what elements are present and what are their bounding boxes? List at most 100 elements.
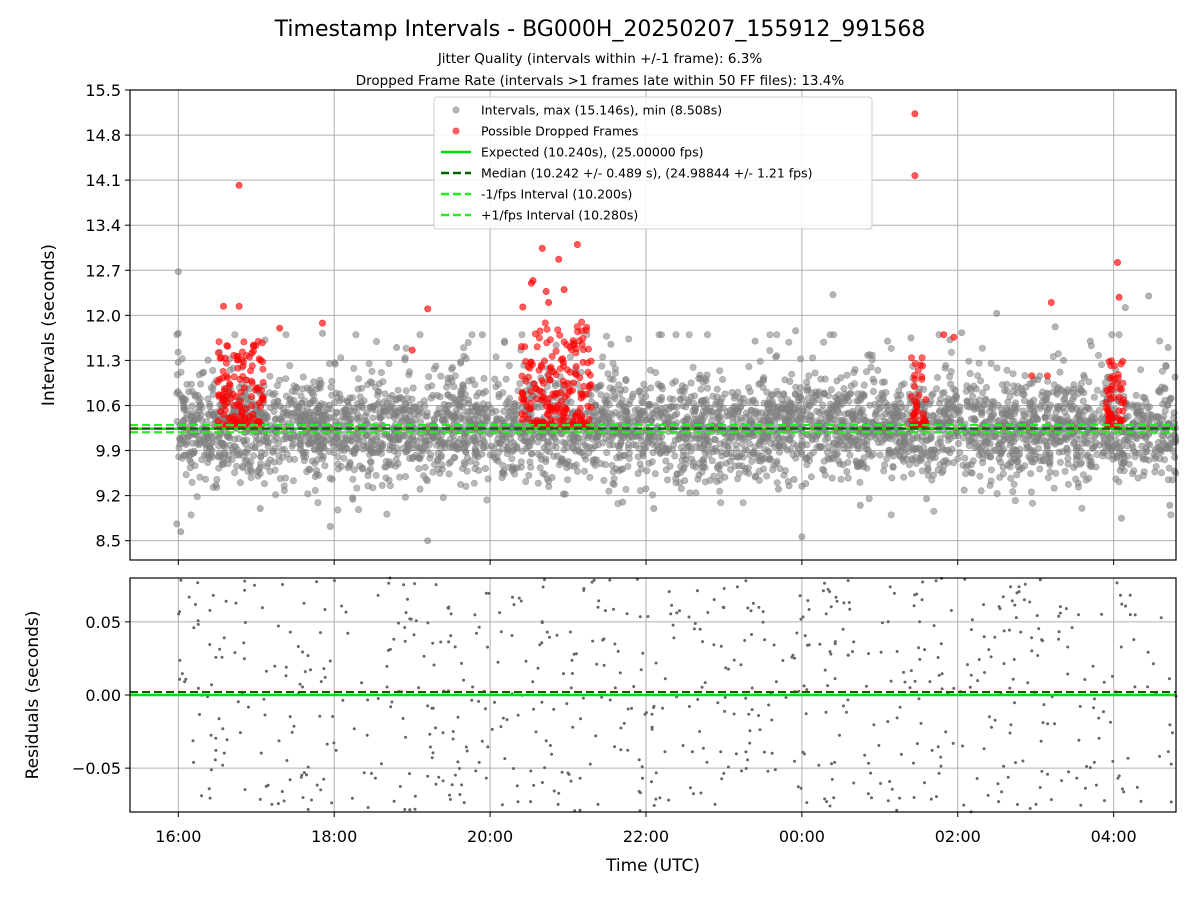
residual-point bbox=[696, 698, 700, 701]
residual-point bbox=[949, 609, 953, 612]
dropped-frame-point bbox=[911, 110, 919, 118]
interval-point bbox=[435, 405, 443, 413]
dropped-frame-point bbox=[526, 364, 534, 372]
interval-point bbox=[1099, 439, 1107, 447]
interval-point bbox=[602, 399, 610, 407]
interval-point bbox=[840, 385, 848, 393]
interval-point bbox=[963, 382, 971, 390]
interval-point bbox=[247, 466, 255, 474]
interval-point bbox=[372, 337, 380, 345]
interval-point bbox=[1130, 467, 1138, 475]
interval-point bbox=[300, 457, 308, 465]
interval-point bbox=[751, 399, 759, 407]
interval-point bbox=[1007, 439, 1015, 447]
interval-point bbox=[641, 444, 649, 452]
dropped-frame-point bbox=[1115, 293, 1123, 301]
interval-point bbox=[402, 344, 410, 352]
residual-point bbox=[919, 721, 923, 725]
interval-point bbox=[717, 499, 725, 507]
interval-point bbox=[728, 434, 736, 442]
residual-point bbox=[1042, 703, 1046, 707]
interval-point bbox=[305, 439, 313, 447]
interval-point bbox=[502, 400, 510, 408]
interval-point bbox=[719, 375, 727, 383]
top-y-axis-label: Intervals (seconds) bbox=[39, 244, 59, 406]
residual-point bbox=[830, 762, 833, 766]
interval-point bbox=[241, 448, 249, 456]
interval-point bbox=[1023, 444, 1031, 452]
interval-point bbox=[310, 378, 318, 386]
interval-point bbox=[747, 406, 755, 414]
interval-point bbox=[876, 451, 884, 459]
interval-point bbox=[790, 475, 798, 483]
residual-point bbox=[233, 651, 237, 655]
interval-point bbox=[629, 390, 637, 398]
interval-point bbox=[936, 438, 944, 446]
interval-point bbox=[918, 437, 926, 445]
interval-point bbox=[281, 408, 289, 416]
interval-point bbox=[709, 392, 717, 400]
interval-point bbox=[504, 446, 512, 454]
interval-point bbox=[1142, 433, 1150, 441]
residual-point bbox=[983, 671, 986, 674]
dropped-frame-point bbox=[562, 405, 570, 413]
residual-point bbox=[879, 782, 882, 785]
interval-point bbox=[916, 457, 924, 465]
interval-point bbox=[1019, 435, 1027, 443]
interval-point bbox=[649, 491, 657, 499]
interval-point bbox=[820, 338, 828, 346]
interval-point bbox=[993, 364, 1001, 372]
dropped-frame-point bbox=[911, 360, 919, 368]
interval-point bbox=[1056, 368, 1064, 376]
residual-point bbox=[1092, 760, 1096, 764]
interval-point bbox=[708, 457, 716, 465]
dropped-frame-point bbox=[918, 373, 926, 381]
residual-point bbox=[744, 767, 748, 770]
interval-point bbox=[200, 435, 208, 443]
dropped-frame-point bbox=[1115, 393, 1123, 401]
interval-point bbox=[603, 449, 611, 457]
interval-point bbox=[314, 433, 322, 441]
residual-point bbox=[1158, 754, 1162, 758]
dropped-frame-point bbox=[521, 343, 529, 351]
interval-point bbox=[773, 479, 781, 487]
interval-point bbox=[843, 468, 851, 476]
interval-point bbox=[492, 353, 500, 361]
interval-point bbox=[1027, 470, 1035, 478]
interval-point bbox=[886, 410, 894, 418]
interval-point bbox=[319, 452, 327, 460]
interval-point bbox=[386, 403, 394, 411]
residual-point bbox=[807, 608, 811, 611]
residual-point bbox=[536, 666, 540, 670]
residual-point bbox=[470, 698, 474, 702]
interval-point bbox=[1124, 412, 1132, 420]
interval-point bbox=[615, 381, 623, 389]
interval-point bbox=[300, 417, 308, 425]
interval-point bbox=[856, 410, 864, 418]
dropped-frame-point bbox=[559, 417, 567, 425]
interval-point bbox=[440, 438, 448, 446]
interval-point bbox=[313, 470, 321, 478]
interval-point bbox=[689, 363, 697, 371]
interval-point bbox=[182, 440, 190, 448]
interval-point bbox=[1029, 499, 1037, 507]
interval-point bbox=[840, 445, 848, 453]
interval-point bbox=[174, 268, 182, 276]
dropped-frame-point bbox=[540, 357, 548, 365]
interval-point bbox=[981, 433, 989, 441]
interval-point bbox=[694, 475, 702, 483]
interval-point bbox=[714, 413, 722, 421]
residual-point bbox=[1166, 750, 1170, 754]
interval-point bbox=[979, 459, 987, 467]
interval-point bbox=[607, 340, 615, 348]
interval-point bbox=[672, 479, 680, 487]
residual-point bbox=[428, 732, 432, 736]
residual-point bbox=[687, 615, 691, 619]
residual-point bbox=[1013, 603, 1017, 607]
interval-point bbox=[325, 447, 333, 455]
interval-point bbox=[433, 391, 441, 399]
interval-point bbox=[1010, 480, 1018, 488]
interval-point bbox=[813, 443, 821, 451]
interval-point bbox=[202, 450, 210, 458]
interval-point bbox=[692, 489, 700, 497]
